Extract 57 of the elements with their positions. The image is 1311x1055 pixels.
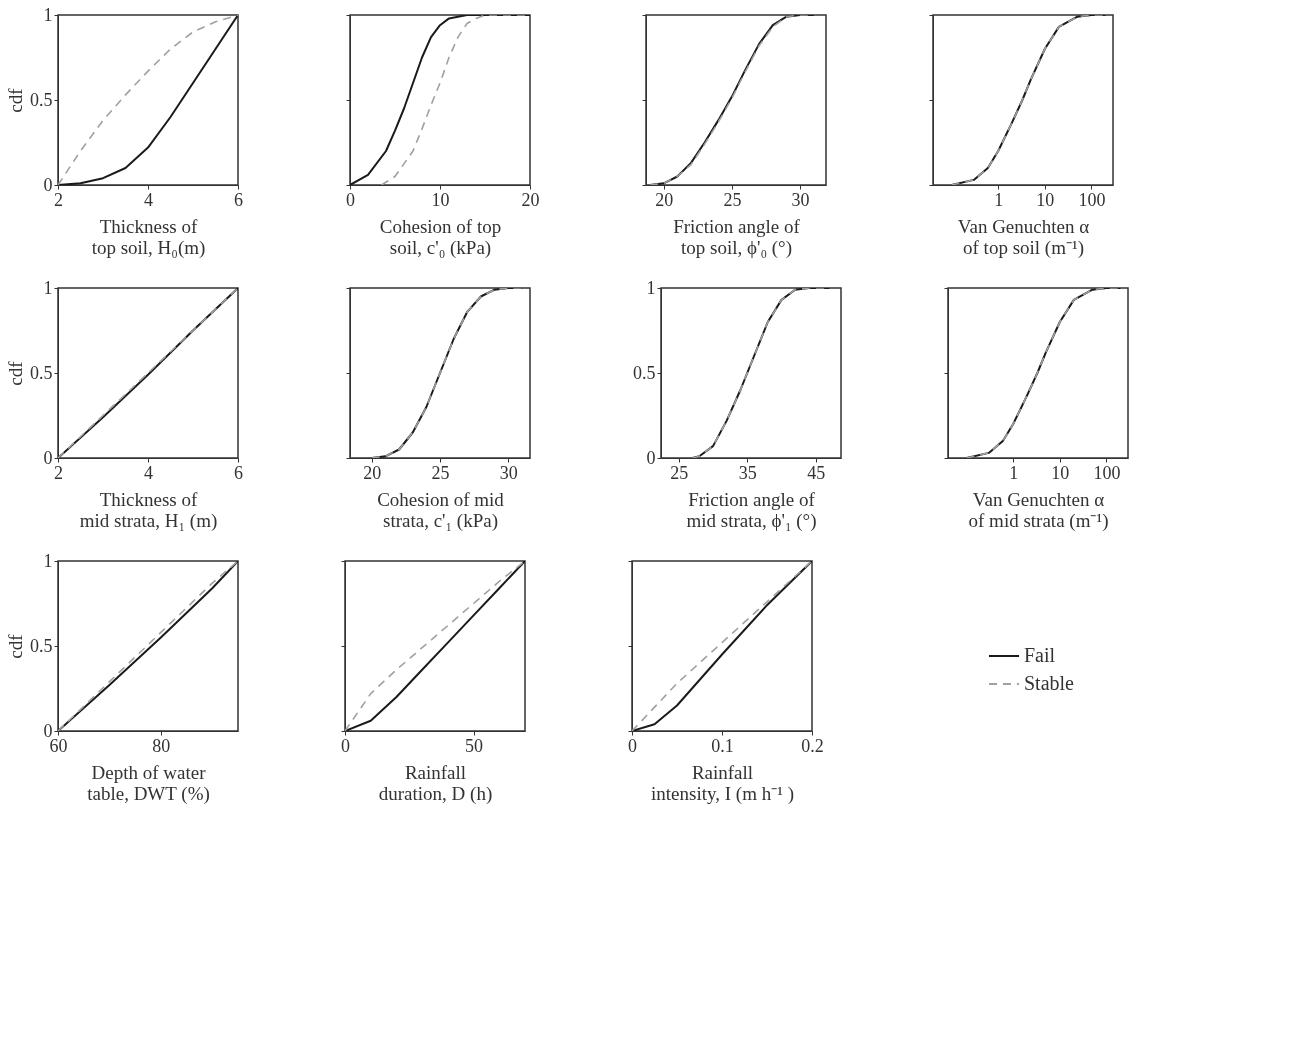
x-tick-label: 100	[1093, 462, 1121, 483]
x-tick-label: 25	[670, 462, 689, 483]
x-tick-label: 1	[1009, 462, 1019, 483]
x-tick-label: 0	[346, 189, 355, 210]
y-tick-label: 1	[43, 550, 53, 571]
x-tick-label: 10	[1051, 462, 1070, 483]
x-tick-label: 2	[54, 462, 63, 483]
x-tick-label: 20	[521, 189, 540, 210]
x-axis-title: Van Genuchten α of top soil (m⁻¹)	[957, 215, 1090, 259]
y-tick-label: 0	[43, 174, 53, 195]
y-tick-label: 0.5	[30, 362, 53, 383]
x-axis-title: Friction angle of mid strata, ϕ'₁ (°)	[686, 488, 817, 532]
x-axis-title: Thickness of mid strata, H₁ (m)	[79, 488, 218, 532]
x-axis-title: Friction angle of top soil, ϕ'₀ (°)	[673, 215, 801, 259]
x-axis-title: Cohesion of top soil, c'₀ (kPa)	[379, 215, 502, 259]
x-axis-title: Thickness of top soil, H₀(m)	[91, 215, 206, 259]
y-tick-label: 1	[43, 4, 53, 25]
x-axis-title: Rainfall intensity, I (m h⁻¹ )	[651, 761, 794, 805]
y-tick-label: 0.5	[633, 362, 656, 383]
x-tick-label: 30	[499, 462, 518, 483]
x-tick-label: 80	[152, 735, 171, 756]
x-tick-label: 100	[1078, 189, 1106, 210]
x-axis-title: Rainfall duration, D (h)	[378, 761, 493, 805]
x-tick-label: 35	[738, 462, 757, 483]
x-tick-label: 30	[791, 189, 810, 210]
x-tick-label: 50	[465, 735, 484, 756]
x-axis-title: Cohesion of mid strata, c'₁ (kPa)	[377, 488, 505, 532]
x-tick-label: 0	[341, 735, 350, 756]
y-tick-label: 0	[43, 447, 53, 468]
x-tick-label: 2	[54, 189, 63, 210]
y-tick-label: 1	[646, 277, 656, 298]
x-axis-title: Van Genuchten α of mid strata (m⁻¹)	[968, 488, 1109, 532]
y-axis-title: cdf	[5, 633, 26, 659]
y-axis-title: cdf	[5, 87, 26, 113]
x-tick-label: 45	[807, 462, 826, 483]
y-tick-label: 0	[646, 447, 656, 468]
x-tick-label: 0.2	[801, 735, 824, 756]
x-tick-label: 10	[431, 189, 450, 210]
x-tick-label: 0	[628, 735, 637, 756]
x-tick-label: 0.1	[711, 735, 734, 756]
x-tick-label: 20	[363, 462, 382, 483]
x-axis-title: Depth of water table, DWT (%)	[87, 761, 210, 805]
x-tick-label: 1	[994, 189, 1004, 210]
y-tick-label: 0.5	[30, 89, 53, 110]
x-tick-label: 4	[144, 462, 153, 483]
x-tick-label: 20	[655, 189, 674, 210]
legend-label: Fail	[1024, 644, 1056, 666]
y-axis-title: cdf	[5, 360, 26, 386]
x-tick-label: 25	[431, 462, 450, 483]
x-tick-label: 25	[723, 189, 742, 210]
y-tick-label: 0.5	[30, 635, 53, 656]
x-tick-label: 4	[144, 189, 153, 210]
x-tick-label: 10	[1036, 189, 1055, 210]
x-tick-label: 6	[234, 189, 243, 210]
legend-label: Stable	[1024, 672, 1075, 694]
y-tick-label: 1	[43, 277, 53, 298]
x-tick-label: 6	[234, 462, 243, 483]
